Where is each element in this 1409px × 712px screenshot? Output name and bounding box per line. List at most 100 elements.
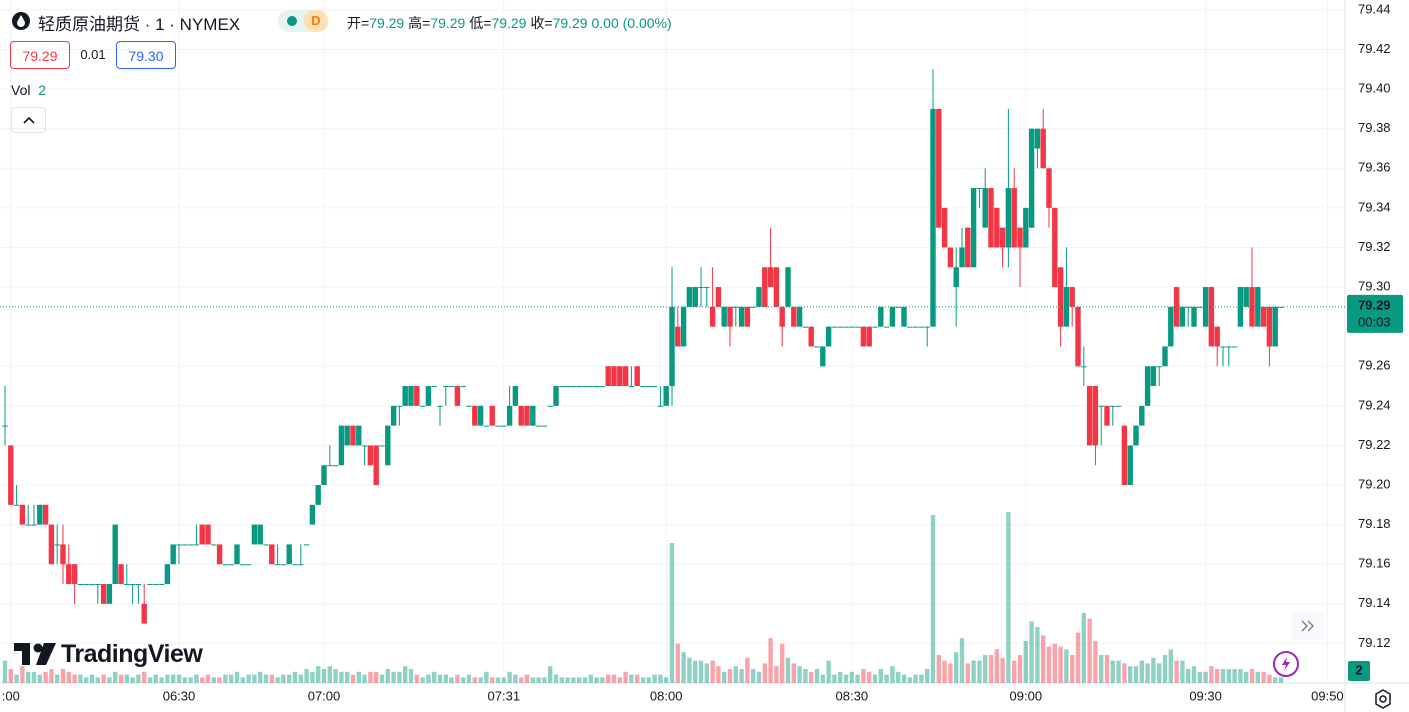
volume-bar [658, 674, 663, 683]
volume-bar [113, 671, 118, 683]
volume-bar [988, 655, 994, 683]
volume-bar [785, 657, 791, 683]
volume-bar [1058, 646, 1063, 683]
status-pill[interactable]: D [278, 10, 328, 32]
volume-bar [310, 671, 315, 683]
volume-bar [907, 677, 912, 683]
candle-body [501, 425, 507, 427]
candle-body [825, 326, 832, 347]
volume-bar [507, 671, 512, 683]
volume-bar [513, 674, 518, 683]
volume-bar [524, 674, 530, 683]
candle-body [1046, 168, 1052, 208]
volume-legend: Vol 2 [11, 82, 46, 98]
volume-bar [843, 674, 849, 683]
volume-bar [838, 671, 843, 683]
candle-body [947, 247, 954, 268]
candle-body [332, 465, 339, 467]
candle-body [576, 386, 582, 388]
volume-bar [1006, 512, 1011, 683]
volume-bar [408, 669, 414, 683]
candle-body [234, 544, 240, 565]
settings-icon[interactable] [1372, 688, 1394, 710]
candle-body [1086, 386, 1093, 446]
candle-body [379, 445, 385, 447]
bid-button[interactable]: 79.29 [10, 41, 70, 69]
volume-bar [1145, 663, 1150, 683]
candle-body [675, 326, 681, 347]
volume-bar [884, 674, 889, 683]
y-tick-label: 79.44 [1358, 1, 1391, 16]
candle-body [477, 405, 484, 426]
candle-body [466, 405, 472, 407]
volume-bar [536, 677, 541, 683]
candle-body [106, 584, 113, 604]
volume-bar [936, 655, 941, 683]
volume-bar [217, 677, 222, 683]
candle-body [483, 425, 490, 427]
candle-body [443, 386, 449, 388]
candle-body [912, 326, 919, 328]
volume-bar [1186, 669, 1191, 683]
candle-body [280, 564, 287, 566]
candle-body [425, 386, 432, 406]
volume-bar [594, 677, 599, 683]
volume-bar [635, 674, 640, 683]
volume-bar [66, 671, 71, 683]
candle-body [773, 267, 780, 307]
candle-body [60, 544, 66, 565]
candle-body [849, 326, 855, 328]
volume-bar [333, 669, 338, 683]
y-tick-label: 79.18 [1358, 516, 1391, 531]
y-tick-label: 79.42 [1358, 41, 1391, 56]
volume-bar [101, 674, 106, 683]
candle-body [547, 405, 553, 407]
volume-bar [72, 674, 77, 683]
candle-body [396, 405, 403, 407]
candle-body [153, 584, 159, 586]
candle-body [1034, 128, 1041, 149]
candle-body [1017, 227, 1023, 248]
candle-body [692, 287, 698, 307]
candle-body [715, 287, 722, 307]
volume-bar [751, 669, 756, 683]
x-tick-label: 06:30 [163, 688, 196, 703]
volume-bar [205, 674, 211, 683]
volume-bar [1273, 677, 1278, 683]
volume-bar [200, 677, 205, 683]
volume-bar [530, 677, 535, 683]
volume-bar [855, 674, 860, 683]
scroll-button[interactable] [1292, 612, 1324, 640]
volume-bar [1261, 671, 1266, 683]
candle-body [269, 544, 275, 565]
candle-body [495, 425, 501, 427]
candle-body [1220, 346, 1226, 348]
volume-bar [472, 677, 477, 683]
candle-body [48, 524, 55, 565]
candle-body [599, 386, 606, 388]
candle-body [1005, 188, 1012, 248]
change: 0.00 [591, 15, 619, 31]
volume-bar [826, 660, 831, 683]
volume-bar [1012, 660, 1017, 683]
candle-body [622, 366, 629, 387]
volume-bar [374, 671, 379, 683]
candle-body [71, 564, 78, 585]
candle-body [321, 465, 327, 486]
volume-bar [606, 674, 611, 683]
volume-bar [1267, 674, 1272, 683]
symbol: 轻质原油期货 · 1 · NYMEX [38, 15, 241, 34]
alert-icon[interactable] [1272, 650, 1300, 678]
candle-body [1144, 366, 1151, 406]
candle-body [402, 386, 408, 406]
candle-body [1110, 405, 1116, 407]
candle-body [860, 326, 867, 347]
volume-bar [611, 674, 617, 683]
candle-body [187, 544, 194, 546]
candle-body [704, 287, 710, 289]
candle-body [570, 386, 577, 388]
logo-icon [14, 643, 56, 665]
ask-button[interactable]: 79.30 [116, 41, 176, 69]
volume-bar [356, 671, 361, 683]
collapse-button[interactable] [11, 107, 46, 133]
